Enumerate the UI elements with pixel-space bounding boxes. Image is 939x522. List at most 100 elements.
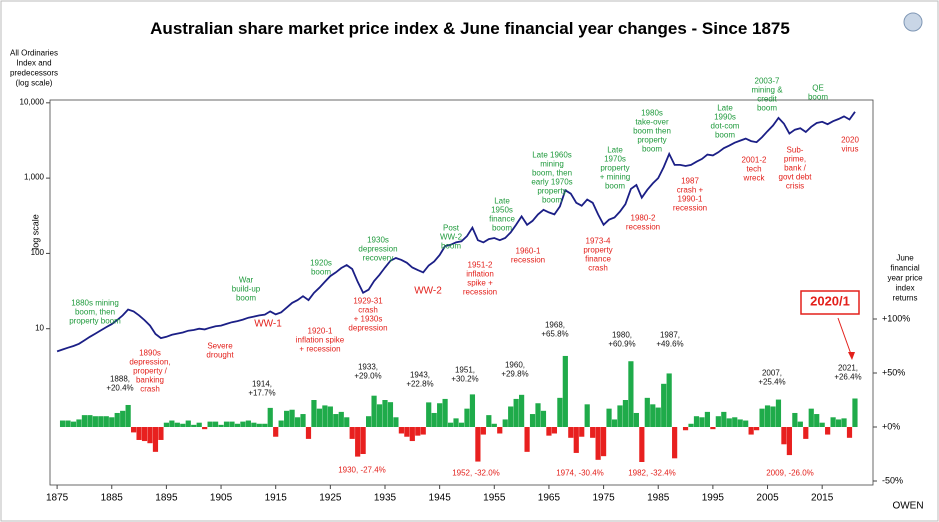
return-bar (114, 412, 120, 428)
return-bar (814, 414, 820, 428)
return-bar (458, 422, 465, 428)
bar-label: +20.4% (106, 384, 133, 393)
annotation: 1920-1 (308, 327, 333, 336)
return-bar (754, 427, 760, 431)
return-bar (606, 408, 612, 428)
return-bar (185, 420, 191, 428)
y-axis-label: Index and (16, 59, 51, 68)
return-bar (393, 417, 399, 428)
return-bar (644, 397, 650, 428)
return-bar (125, 404, 131, 428)
y2-tick-label: +50% (882, 367, 905, 377)
y2-tick-label: +100% (882, 313, 910, 323)
callout-arrow (837, 317, 853, 358)
annotation: credit (757, 95, 777, 104)
annotation: 1990-1 (678, 195, 703, 204)
bar-label: 2021, (838, 364, 858, 373)
annotation: QE (812, 84, 824, 93)
return-bar (704, 411, 711, 428)
return-bar (639, 427, 645, 462)
annotation: banking (136, 376, 164, 385)
return-bar (366, 416, 372, 428)
annotation: boom (236, 294, 256, 303)
annotation: boom (757, 104, 777, 113)
return-bar (650, 404, 656, 428)
y-tick-label: 10,000 (20, 97, 45, 106)
return-bar (770, 406, 776, 428)
return-bar (404, 427, 410, 437)
return-bar (808, 408, 814, 428)
bar-label: 1888, (110, 375, 130, 384)
return-bar (284, 410, 290, 428)
return-bar (825, 427, 831, 435)
return-bar (163, 422, 169, 428)
return-bar (262, 423, 268, 428)
return-bar (726, 418, 732, 428)
return-bar (218, 424, 224, 428)
return-bar (426, 402, 432, 428)
return-bar (207, 421, 213, 428)
annotation: Late (607, 146, 623, 155)
x-tick-label: 2015 (811, 492, 834, 503)
annotation: Late (494, 197, 510, 206)
y-axis-label: predecessors (10, 69, 58, 78)
return-bar (524, 427, 530, 452)
annotation: Late (717, 104, 733, 113)
annotation: War (239, 276, 254, 285)
return-bar (475, 427, 481, 462)
return-bar (158, 427, 164, 440)
y2-axis-label: June (896, 254, 914, 263)
annotation: 1880s mining (71, 299, 119, 308)
annotation: 1987 (681, 177, 699, 186)
return-bar (202, 427, 208, 430)
annotation: crash (140, 385, 160, 394)
return-bar (311, 400, 317, 428)
return-bar (174, 422, 180, 428)
return-bar (469, 394, 476, 428)
annotation: WW-2 (414, 285, 442, 296)
return-bar (229, 421, 235, 428)
return-bar (376, 404, 383, 428)
return-bar (240, 421, 246, 428)
bar-label: 1968, (545, 321, 565, 330)
annotation: property / (133, 367, 168, 376)
return-bar (693, 416, 700, 428)
annotation: property (637, 136, 666, 145)
annotation: boom then (633, 127, 671, 136)
bar-label: 1914, (252, 380, 272, 389)
annotation: recession (626, 223, 660, 232)
return-bar (666, 373, 672, 428)
annotation: boom (441, 242, 461, 251)
return-bar (152, 427, 159, 452)
annotation: govt debt (779, 173, 813, 182)
return-bar (803, 427, 809, 439)
annotation: crash (588, 264, 608, 273)
return-bar (169, 420, 175, 428)
annotation: recession (511, 256, 545, 265)
return-bar (508, 406, 514, 428)
annotation: boom (808, 93, 828, 102)
footer: OWEN (892, 500, 923, 511)
bar-label: 2007, (762, 369, 782, 378)
annotation: dot-com (711, 122, 740, 131)
x-tick-label: 1925 (319, 492, 342, 503)
y2-tick-label: -50% (882, 475, 903, 485)
return-bar (453, 418, 459, 428)
annotation: early 1970s (531, 178, 572, 187)
return-bar (322, 405, 328, 428)
bar-label: +30.2% (451, 375, 478, 384)
y2-tick-label: +0% (882, 421, 900, 431)
return-bar (502, 419, 508, 428)
return-bar (819, 422, 825, 428)
return-bar (223, 421, 230, 428)
return-bar (590, 427, 596, 438)
annotation: 1920s (310, 259, 332, 268)
x-tick-label: 1885 (101, 492, 124, 503)
x-tick-label: 1955 (483, 492, 506, 503)
annotation: boom (311, 268, 331, 277)
bar-label: +29.0% (354, 372, 381, 381)
callout-box (800, 290, 860, 315)
annotation: drought (206, 351, 234, 360)
annotation: + 1930s (354, 315, 383, 324)
return-bar (486, 415, 492, 428)
